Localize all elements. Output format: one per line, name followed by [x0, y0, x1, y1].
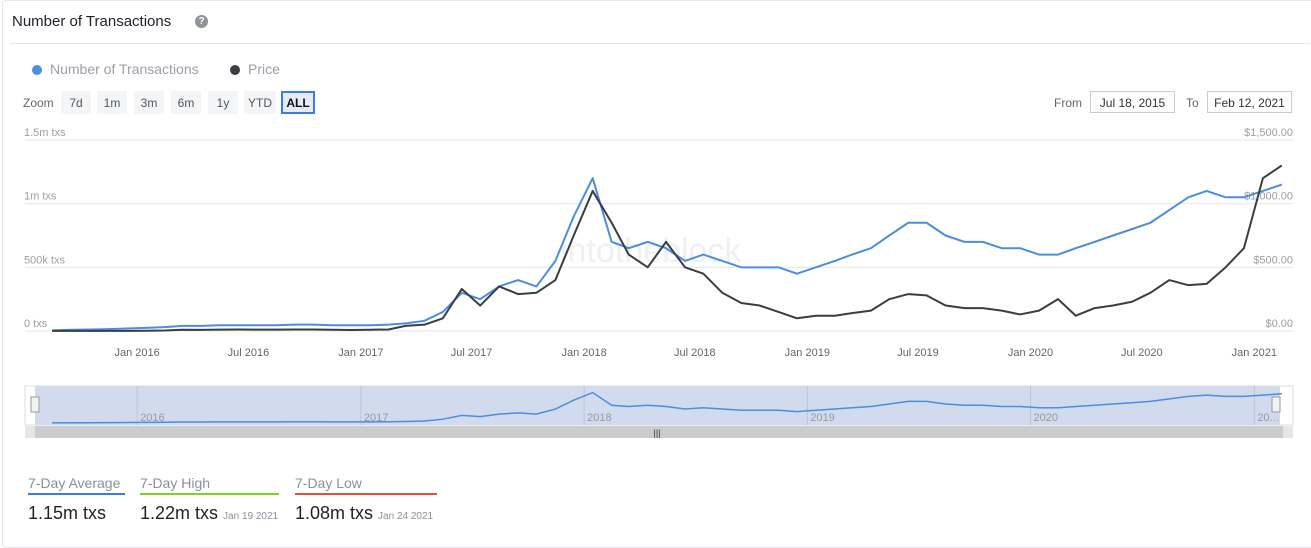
- legend-dot-icon: [32, 65, 42, 75]
- zoom-3m-button[interactable]: 3m: [134, 91, 164, 114]
- y-left-tick-label: 0 txs: [24, 318, 48, 330]
- x-tick-label: Jul 2020: [1121, 347, 1163, 359]
- x-tick-label: Jan 2020: [1008, 347, 1053, 359]
- navigator-year-label: 2018: [587, 412, 611, 424]
- stat-value: 1.08m txs: [295, 503, 374, 523]
- x-tick-label: Jan 2019: [785, 347, 830, 359]
- navigator-year-label: 2019: [810, 412, 834, 424]
- to-date-input[interactable]: Feb 12, 2021: [1207, 91, 1292, 113]
- y-left-tick-label: 1m txs: [24, 191, 57, 203]
- x-tick-label: Jul 2019: [897, 347, 939, 359]
- zoom-all-button[interactable]: ALL: [281, 91, 315, 114]
- legend-item-price[interactable]: Price: [230, 61, 280, 77]
- from-date-input[interactable]: Jul 18, 2015: [1090, 91, 1175, 113]
- x-tick-label: Jan 2021: [1232, 347, 1277, 359]
- x-tick-label: Jan 2016: [114, 347, 159, 359]
- legend-dot-icon: [230, 65, 240, 75]
- navigator-year-label: 2017: [364, 412, 388, 424]
- x-tick-label: Jul 2018: [674, 347, 716, 359]
- divider: [10, 43, 1310, 44]
- navigator-year-label: 2020: [1034, 412, 1058, 424]
- zoom-1y-button[interactable]: 1y: [208, 91, 238, 114]
- x-tick-label: Jan 2017: [338, 347, 383, 359]
- navigator-series-line: [52, 391, 1282, 424]
- x-tick-label: Jan 2018: [561, 347, 606, 359]
- navigator-right-handle[interactable]: [1271, 396, 1281, 413]
- stat-label: 7-Day Average: [28, 475, 125, 495]
- zoom-7d-button[interactable]: 7d: [61, 91, 91, 114]
- stat-date: Jan 24 2021: [378, 511, 434, 522]
- y-left-tick-label: 500k txs: [24, 254, 65, 266]
- legend-label: Number of Transactions: [50, 61, 199, 77]
- y-right-tick-label: $1,000.00: [1244, 191, 1293, 203]
- y-right-tick-label: $1,500.00: [1244, 127, 1293, 139]
- stat-value: 1.15m txs: [28, 503, 107, 523]
- navigator-year-label: 2016: [140, 412, 164, 424]
- navigator-left-handle[interactable]: [30, 396, 40, 413]
- stat-value: 1.22m txs: [140, 503, 219, 523]
- navigator-year-label: 20...: [1257, 412, 1278, 424]
- x-tick-label: Jul 2016: [228, 347, 270, 359]
- y-right-tick-label: $0.00: [1265, 318, 1293, 330]
- x-tick-label: Jul 2017: [451, 347, 493, 359]
- legend-label: Price: [248, 61, 280, 77]
- stat-label: 7-Day High: [140, 475, 279, 495]
- zoom-6m-button[interactable]: 6m: [171, 91, 201, 114]
- question-circle-icon[interactable]: ?: [195, 15, 208, 28]
- zoom-ytd-button[interactable]: YTD: [244, 91, 276, 114]
- scrollbar[interactable]: [25, 426, 1293, 438]
- stat-7day-average: 7-Day Average 1.15m txs: [28, 475, 125, 524]
- stat-7day-low: 7-Day Low 1.08m txs Jan 24 2021: [295, 475, 437, 524]
- zoom-1m-button[interactable]: 1m: [97, 91, 127, 114]
- stat-7day-high: 7-Day High 1.22m txs Jan 19 2021: [140, 475, 279, 524]
- from-label: From: [1054, 96, 1082, 110]
- zoom-label: Zoom: [23, 96, 54, 110]
- stat-label: 7-Day Low: [295, 475, 437, 495]
- y-right-tick-label: $500.00: [1253, 254, 1293, 266]
- page-title: Number of Transactions: [12, 13, 172, 30]
- to-label: To: [1186, 96, 1199, 110]
- y-left-tick-label: 1.5m txs: [24, 127, 66, 139]
- scrollbar-left-arrow[interactable]: [25, 426, 35, 438]
- stat-date: Jan 19 2021: [223, 511, 279, 522]
- scrollbar-grip-icon[interactable]: |||: [653, 428, 660, 438]
- legend-item-transactions[interactable]: Number of Transactions: [32, 61, 199, 77]
- watermark-logo: intotheblock: [560, 232, 742, 270]
- scrollbar-right-arrow[interactable]: [1283, 426, 1293, 438]
